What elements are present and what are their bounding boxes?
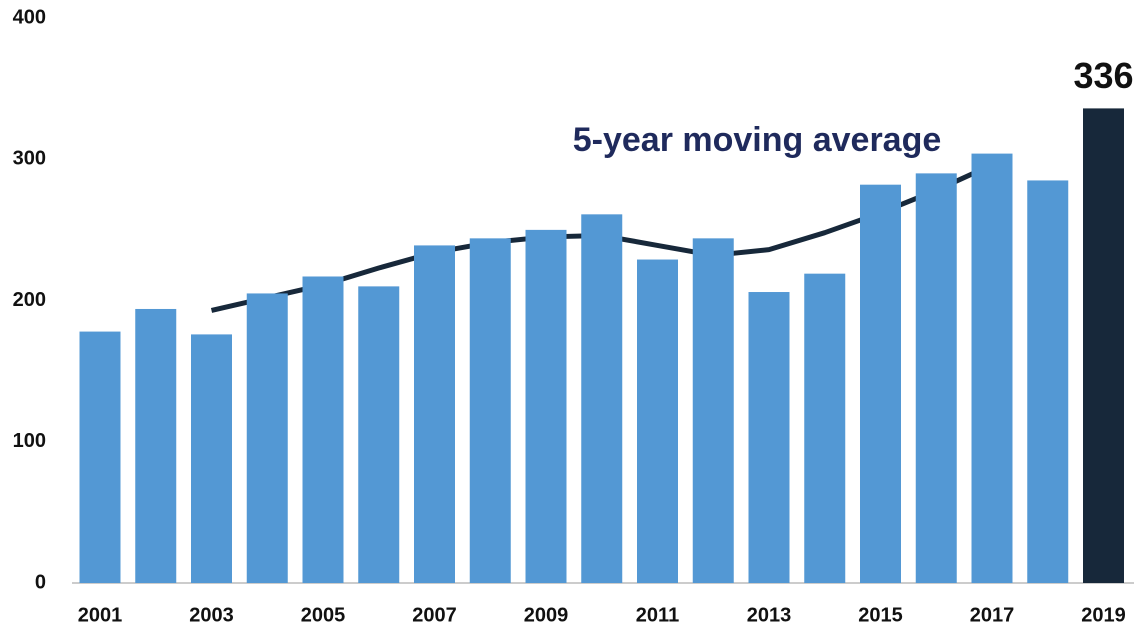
bar	[581, 214, 623, 583]
x-tick-label: 2007	[412, 604, 457, 626]
bar	[525, 229, 567, 583]
x-tick-label: 2011	[636, 604, 679, 626]
bar	[79, 331, 121, 583]
bar	[1027, 180, 1069, 583]
x-tick-label: 2003	[189, 604, 234, 626]
bar	[860, 184, 901, 584]
y-tick-label: 300	[13, 148, 46, 170]
bar	[804, 273, 846, 583]
value-label: 336	[1073, 55, 1133, 96]
bar	[1083, 108, 1124, 584]
y-tick-label: 0	[35, 571, 46, 593]
y-tick-label: 400	[13, 6, 46, 28]
x-tick-label: 2013	[747, 604, 792, 626]
bar	[915, 173, 957, 583]
bar	[971, 153, 1013, 583]
bar	[748, 292, 790, 583]
y-tick-label: 200	[13, 289, 46, 311]
bar	[246, 293, 288, 583]
bar	[469, 238, 511, 583]
bar	[692, 238, 734, 583]
x-tick-label: 2009	[524, 604, 569, 626]
x-tick-label: 2005	[301, 604, 346, 626]
x-tick-label: 2019	[1081, 604, 1126, 626]
x-tick-label: 2017	[970, 604, 1015, 626]
x-tick-label: 2001	[78, 604, 123, 626]
bar	[637, 259, 678, 583]
bar	[191, 334, 232, 583]
bar	[358, 286, 400, 583]
bar	[135, 308, 177, 583]
bar	[302, 276, 344, 583]
x-tick-label: 2015	[858, 604, 903, 626]
y-tick-label: 100	[13, 430, 46, 452]
bar	[414, 245, 455, 583]
line-annotation: 5-year moving average	[573, 121, 942, 159]
